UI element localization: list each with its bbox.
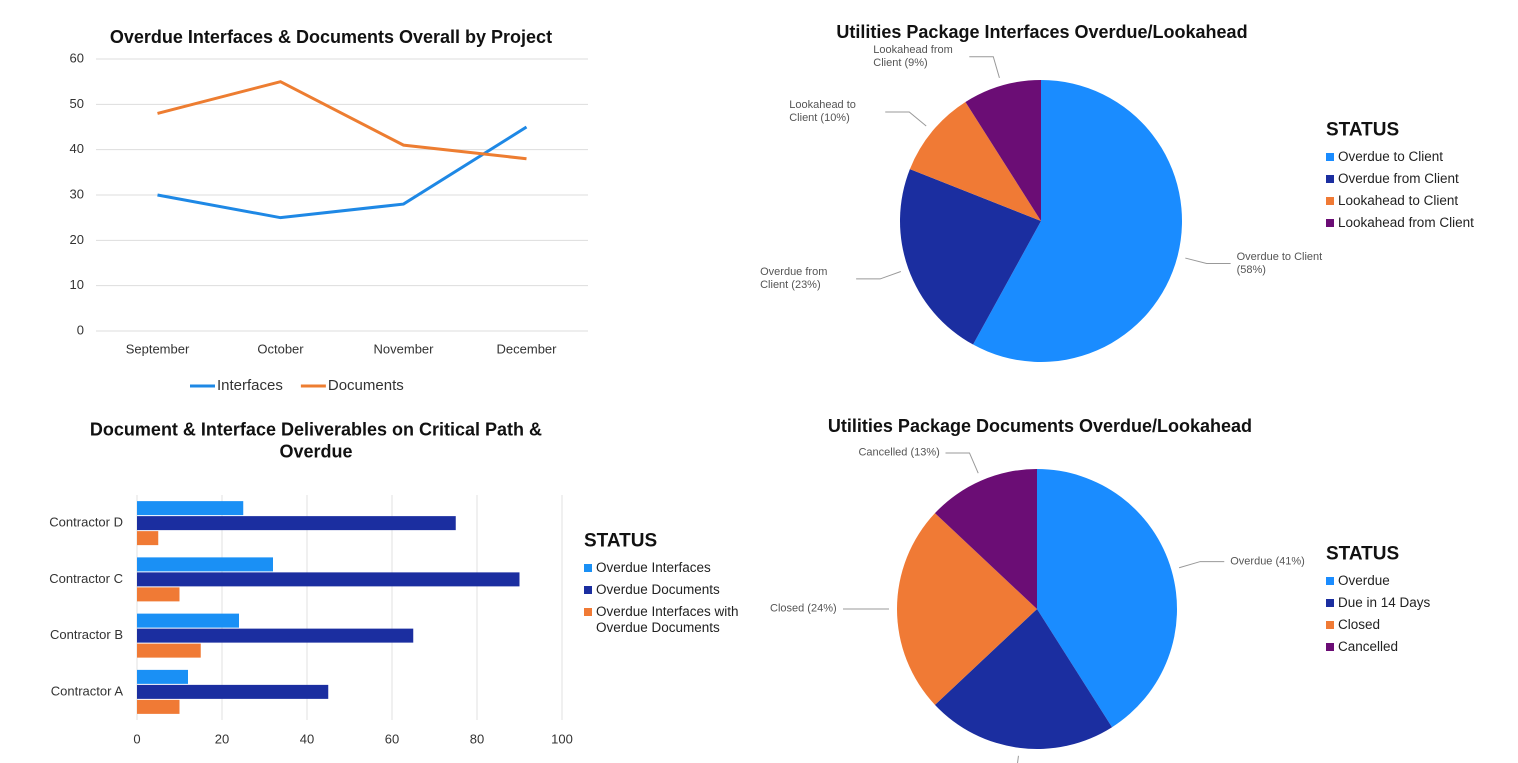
- legend-label: Overdue: [1338, 573, 1390, 588]
- pie-slice: [973, 80, 1183, 363]
- legend-swatch: [1326, 577, 1334, 585]
- legend-swatch: [584, 608, 592, 616]
- bar: [137, 516, 456, 531]
- legend-label: Overdue Documents: [596, 582, 720, 597]
- y-tick-label: 60: [70, 50, 84, 65]
- bar: [137, 699, 180, 714]
- y-tick-label: 50: [70, 96, 84, 111]
- leader-line: [1017, 755, 1019, 763]
- legend-label: Closed: [1338, 617, 1381, 632]
- leader-line: [885, 111, 927, 127]
- bar: [137, 531, 159, 546]
- y-tick-label: 40: [70, 141, 84, 156]
- data-label: Cancelled (13%): [858, 446, 940, 459]
- legend-label: Overdue to Client: [1338, 149, 1444, 164]
- bar: [137, 587, 180, 602]
- legend-swatch: [1326, 197, 1334, 205]
- pie-slice: [965, 80, 1041, 221]
- legend-swatch: [1326, 621, 1334, 629]
- line-series: [157, 80, 527, 161]
- x-tick-label: October: [257, 341, 304, 356]
- pie-slice: [896, 513, 1037, 705]
- x-tick-label: 20: [215, 731, 229, 746]
- legend-label: Cancelled: [1338, 639, 1399, 654]
- legend-title: STATUS: [584, 530, 658, 552]
- y-tick-label: Contractor D: [49, 515, 123, 530]
- bar: [137, 572, 520, 587]
- legend-label: Lookahead from Client: [1338, 215, 1474, 230]
- legend-label: Documents: [328, 377, 404, 394]
- legend-swatch: [584, 586, 592, 594]
- pie-slice: [934, 469, 1037, 609]
- legend-label: Overdue Interfaces: [596, 560, 711, 575]
- pie-slice: [909, 101, 1041, 221]
- legend-label: Overdue Interfaces with Overdue Document…: [596, 604, 739, 636]
- leader-line: [945, 452, 979, 474]
- chart-title: Utilities Package Documents Overdue/Look…: [827, 416, 1253, 437]
- data-label: Overdue (41%): [1230, 554, 1305, 567]
- x-tick-label: 80: [470, 731, 484, 746]
- y-tick-label: Contractor B: [50, 627, 123, 642]
- y-tick-label: 20: [70, 232, 84, 247]
- bar: [137, 643, 201, 658]
- data-label: Lookahead to Client (10%): [789, 98, 856, 124]
- bar: [137, 628, 414, 643]
- data-label: Overdue to Client (58%): [1236, 250, 1323, 276]
- legend-swatch: [584, 564, 592, 572]
- legend-title: STATUS: [1326, 543, 1400, 565]
- bar: [137, 501, 244, 516]
- legend-label: Due in 14 Days: [1338, 595, 1431, 610]
- leader-line: [969, 56, 1000, 79]
- legend-label: Interfaces: [217, 377, 283, 394]
- y-tick-label: 0: [77, 322, 84, 337]
- leader-line: [856, 271, 901, 280]
- leader-line: [1178, 561, 1225, 569]
- bar: [137, 557, 273, 572]
- legend-title: STATUS: [1326, 119, 1400, 141]
- x-tick-label: 0: [133, 731, 140, 746]
- legend-swatch: [1326, 175, 1334, 183]
- legend-swatch: [1326, 599, 1334, 607]
- data-label: Closed (24%): [770, 602, 837, 615]
- line-series: [157, 125, 528, 220]
- chart-title: Overdue Interfaces & Documents Overall b…: [109, 27, 553, 48]
- chart-title: Utilities Package Interfaces Overdue/Loo…: [836, 22, 1248, 43]
- legend-swatch: [1326, 153, 1334, 161]
- x-tick-label: 100: [551, 731, 573, 746]
- legend-swatch: [1326, 643, 1334, 651]
- pie-slice: [934, 609, 1113, 749]
- bar: [137, 613, 239, 628]
- legend-swatch: [1326, 219, 1334, 227]
- data-label: Overdue from Client (23%): [760, 265, 828, 291]
- x-tick-label: 40: [300, 731, 314, 746]
- x-tick-label: November: [374, 341, 435, 356]
- x-tick-label: September: [126, 341, 190, 356]
- pie-slice: [1037, 469, 1178, 728]
- pie-slice: [899, 169, 1041, 345]
- bar: [137, 684, 329, 699]
- y-tick-label: 10: [70, 277, 84, 292]
- bar: [137, 669, 188, 684]
- legend-label: Lookahead to Client: [1338, 193, 1459, 208]
- x-tick-label: December: [497, 341, 558, 356]
- x-tick-label: 60: [385, 731, 399, 746]
- y-tick-label: Contractor C: [49, 571, 123, 586]
- chart-title: Document & Interface Deliverables on Cri…: [89, 419, 543, 461]
- y-tick-label: 30: [70, 186, 84, 201]
- legend-label: Overdue from Client: [1338, 171, 1459, 186]
- y-tick-label: Contractor A: [51, 683, 124, 698]
- data-label: Lookahead from Client (9%): [873, 43, 953, 69]
- leader-line: [1185, 257, 1231, 265]
